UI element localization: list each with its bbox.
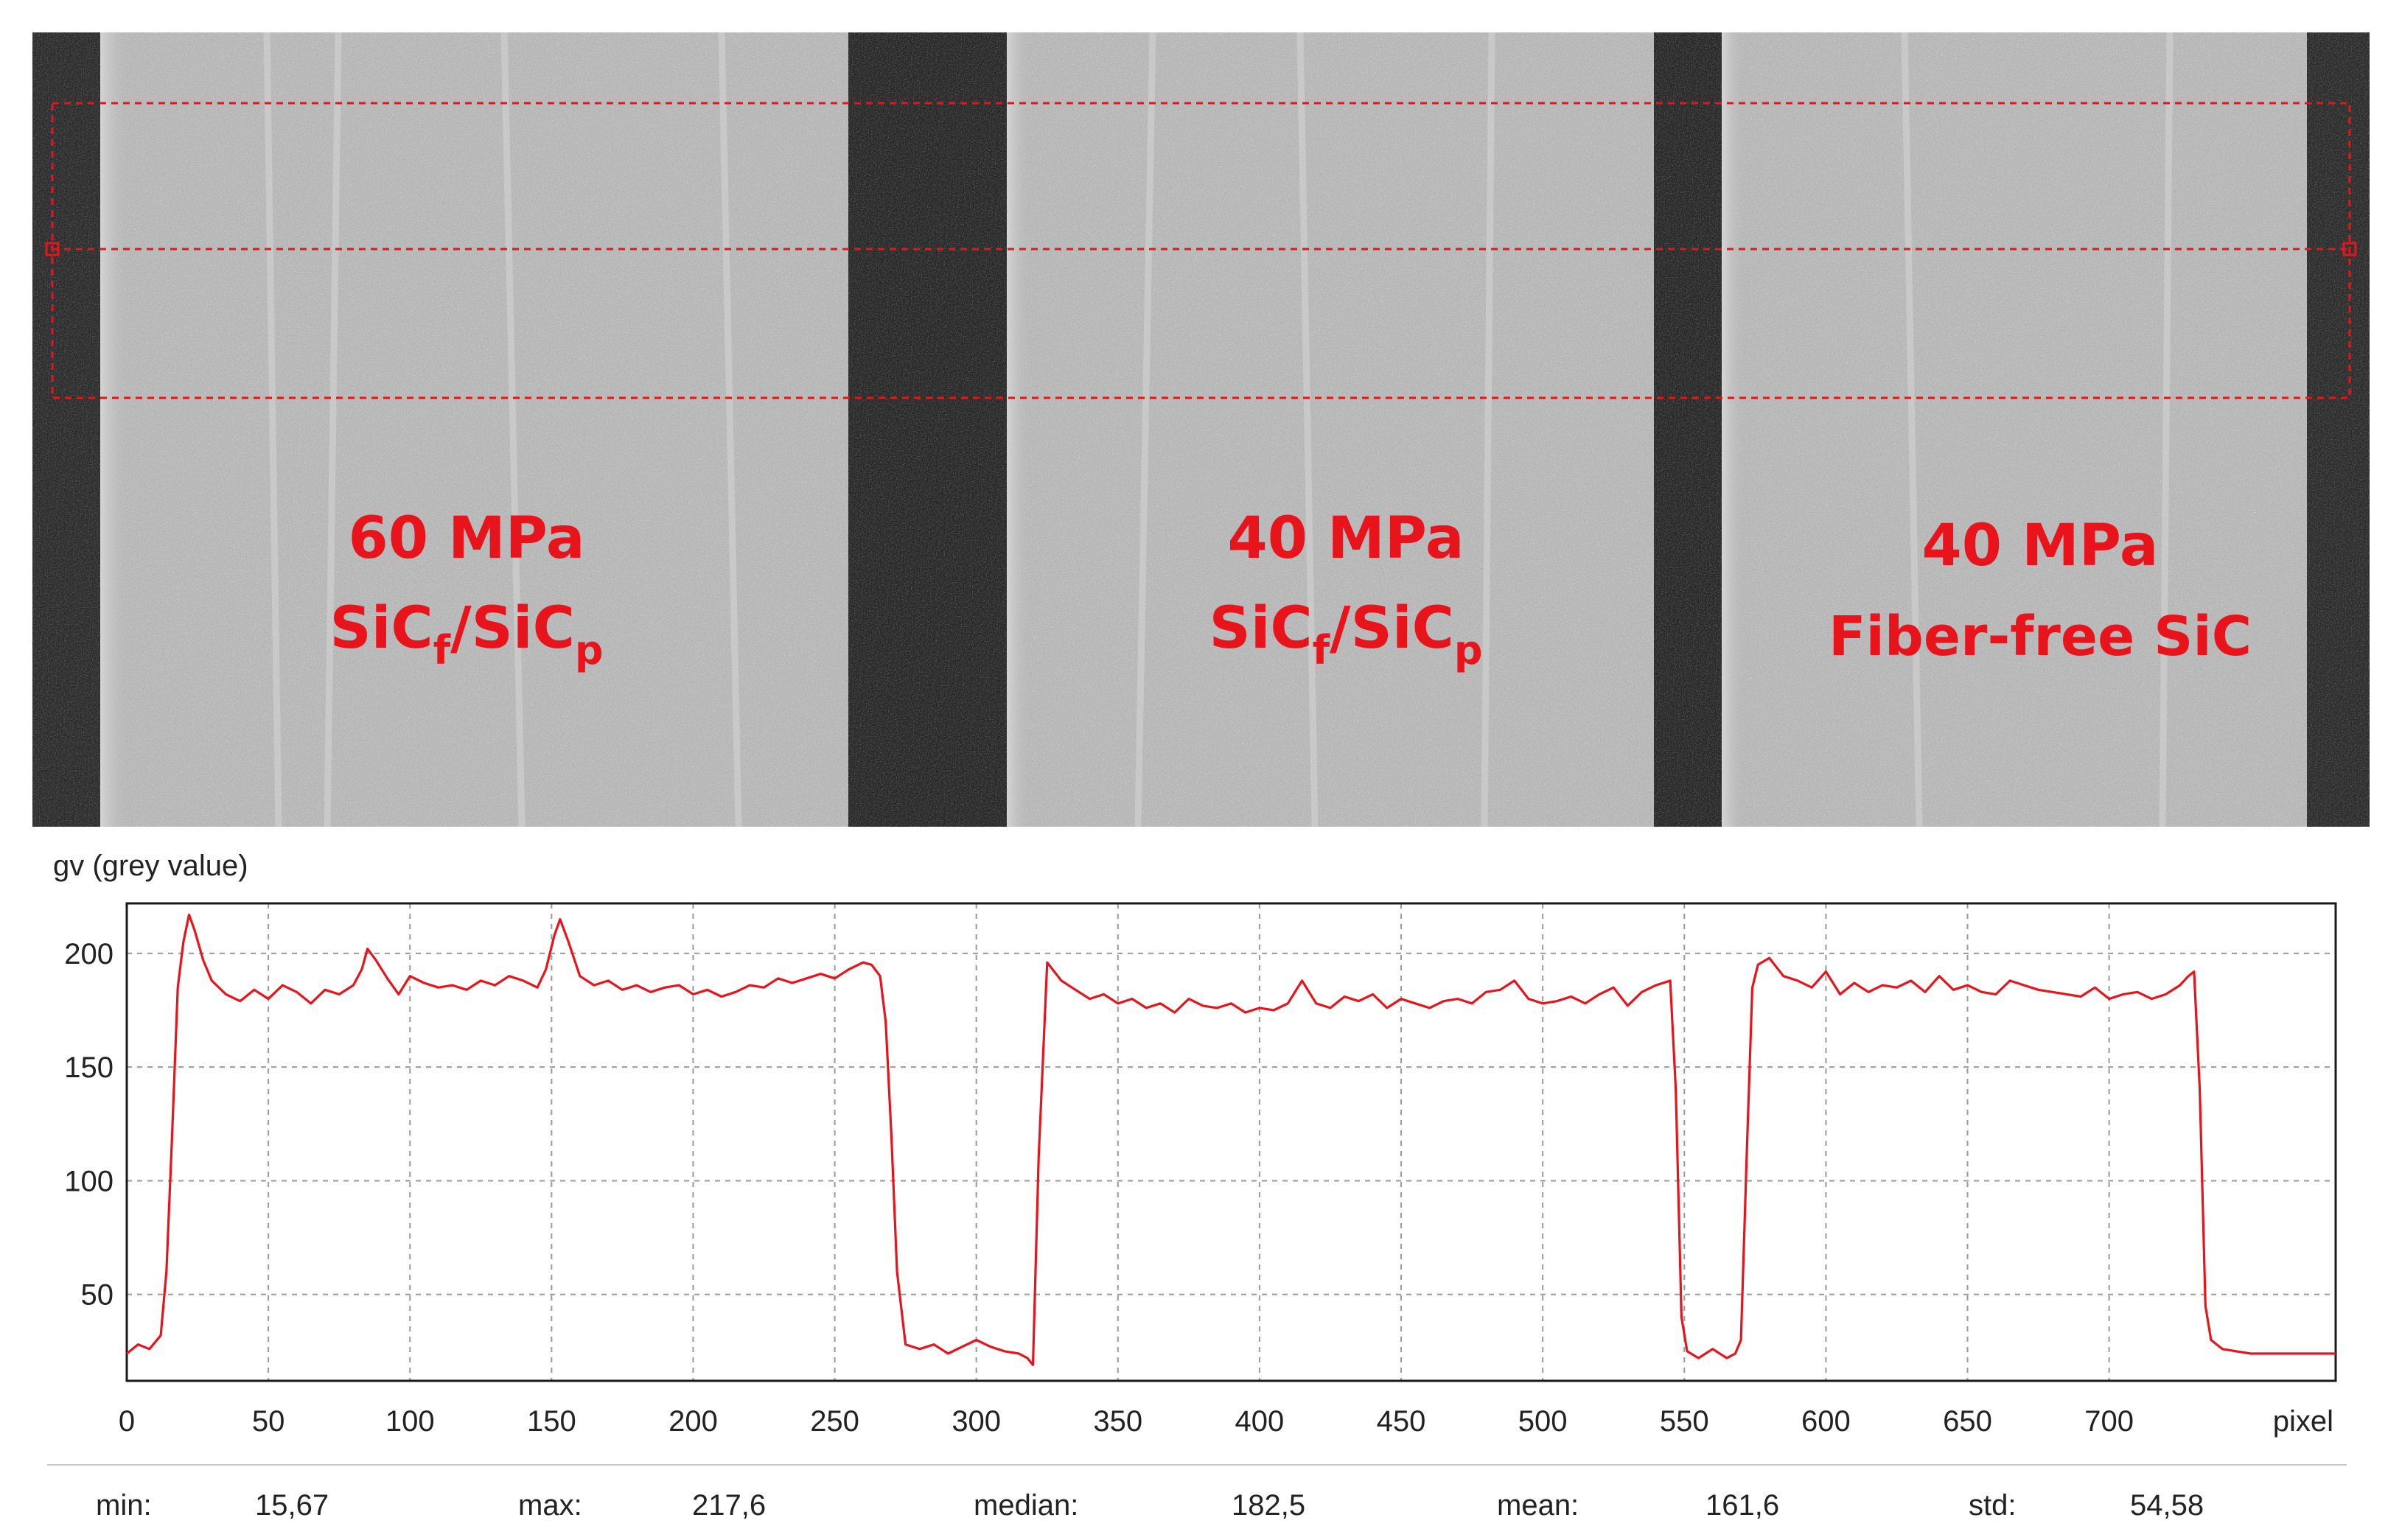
x-tick-label: 50 xyxy=(252,1405,285,1438)
sample-material-grain xyxy=(32,32,2370,827)
y-tick-label: 200 xyxy=(64,938,114,970)
y-tick-label: 150 xyxy=(64,1051,114,1084)
x-tick-label: 100 xyxy=(385,1405,435,1438)
label-sample-2-pressure: 40 MPa xyxy=(1227,505,1464,572)
label-sample-3-pressure: 40 MPa xyxy=(1921,513,2158,579)
y-axis-label: gv (grey value) xyxy=(53,850,248,882)
stat-max-label: max: xyxy=(518,1489,582,1522)
x-tick-label: 150 xyxy=(527,1405,576,1438)
stat-mean-value: 161,6 xyxy=(1706,1489,1779,1522)
stat-std-label: std: xyxy=(1969,1489,2016,1522)
grid-lines xyxy=(127,903,2336,1381)
x-tick-labels: 0 50 100 150 200 250 300 350 400 450 500 550 600 650 7… xyxy=(119,1405,2134,1438)
stat-min-value: 15,67 xyxy=(255,1489,329,1522)
grey-value-profile-line xyxy=(125,913,2336,1367)
y-tick-label: 100 xyxy=(64,1165,114,1197)
roi-selection-box[interactable] xyxy=(51,102,2351,399)
stat-median-label: median: xyxy=(974,1489,1078,1522)
stat-max-value: 217,6 xyxy=(692,1489,766,1522)
stat-min-label: min: xyxy=(96,1489,152,1522)
x-tick-label: 700 xyxy=(2084,1405,2134,1438)
x-tick-label: 450 xyxy=(1377,1405,1426,1438)
label-sample-3-material: Fiber-free SiC xyxy=(1829,605,2252,668)
label-sample-1-material: SiCf/SiCp xyxy=(330,595,604,673)
y-tick-labels: 50 100 150 200 xyxy=(64,938,114,1312)
x-tick-label: 200 xyxy=(668,1405,718,1438)
x-axis-label: pixel xyxy=(2273,1405,2333,1438)
ct-cross-section-image: 60 MPa SiCf/SiCp 40 MPa SiCf/SiCp 40 MPa… xyxy=(32,32,2370,827)
fiber-streaks xyxy=(263,32,2174,827)
stat-std-value: 54,58 xyxy=(2130,1489,2204,1522)
plot-frame xyxy=(125,902,2337,1382)
x-tick-label: 550 xyxy=(1660,1405,1709,1438)
x-tick-label: 400 xyxy=(1235,1405,1285,1438)
label-sample-2-material: SiCf/SiCp xyxy=(1209,595,1483,673)
x-tick-label: 0 xyxy=(119,1405,135,1438)
grey-value-profile-plot: gv (grey value) 50 100 150 200 0 50 100 150 200… xyxy=(32,833,2370,1540)
stat-mean-label: mean: xyxy=(1497,1489,1579,1522)
x-tick-label: 650 xyxy=(1943,1405,1992,1438)
x-tick-label: 250 xyxy=(810,1405,859,1438)
label-sample-1-pressure: 60 MPa xyxy=(348,505,584,572)
roi-handle-left[interactable] xyxy=(45,242,60,256)
x-tick-label: 500 xyxy=(1518,1405,1568,1438)
y-tick-label: 50 xyxy=(81,1279,114,1312)
x-tick-label: 350 xyxy=(1093,1405,1142,1438)
roi-handle-right[interactable] xyxy=(2342,242,2357,256)
x-tick-label: 600 xyxy=(1801,1405,1851,1438)
stat-median-value: 182,5 xyxy=(1232,1489,1305,1522)
sample-edges xyxy=(100,32,1744,827)
x-tick-label: 300 xyxy=(952,1405,1001,1438)
